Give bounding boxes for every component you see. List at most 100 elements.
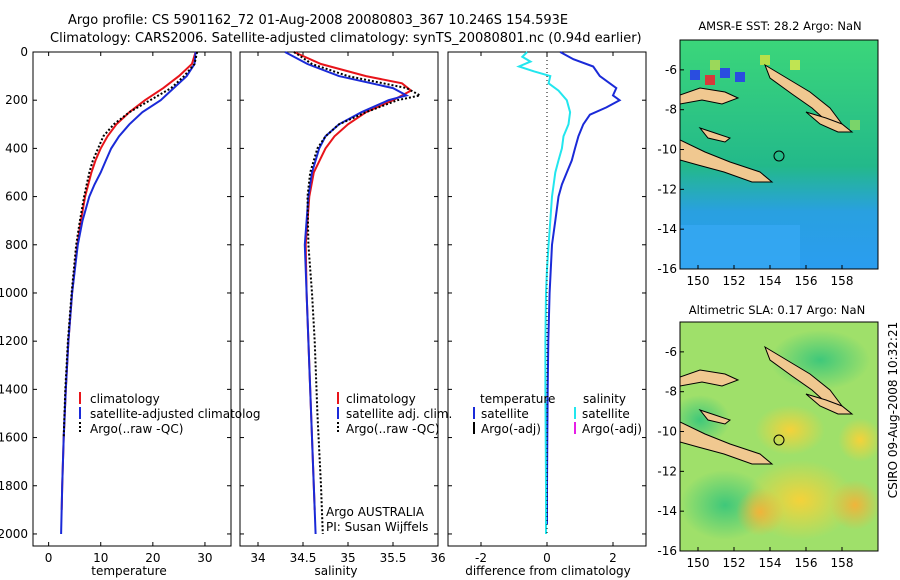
- pi-name-note: PI: Susan Wijffels: [326, 520, 428, 534]
- sst-pixel: [735, 72, 745, 82]
- x-tick-label: 34.5: [290, 551, 317, 565]
- header-line-2: Climatology: CARS2006. Satellite-adjuste…: [50, 31, 642, 46]
- sst-cool-patch: [680, 225, 800, 269]
- x-tick-label: 35: [340, 551, 355, 565]
- y-tick-label: 800: [5, 238, 28, 252]
- sst-pixel: [760, 55, 770, 65]
- sst-pixel: [690, 70, 700, 80]
- sst-pixel: [790, 60, 800, 70]
- y-tick-label: 1000: [0, 286, 28, 300]
- map-x-tick-label: 154: [759, 274, 782, 288]
- map-x-tick-label: 156: [795, 556, 818, 570]
- difference-plot: -2 0 2: [448, 51, 646, 565]
- x-tick-label: 35.5: [380, 551, 407, 565]
- argo-position-marker: [773, 434, 785, 446]
- map-y-tick-label: -8: [665, 103, 677, 117]
- y-tick-label: 2000: [0, 527, 28, 541]
- argo-australia-note: Argo AUSTRALIA: [326, 505, 425, 519]
- series-line-satellite-adjusted-climatology: [60, 51, 197, 535]
- island-land: [698, 126, 732, 143]
- x-tick-label: 0: [543, 551, 551, 565]
- difference-legend: temperature salinity satellite Argo(-adj…: [473, 392, 642, 436]
- salinity-xlabel: salinity: [314, 564, 357, 578]
- series-line-argo-raw-qc-: [62, 51, 199, 438]
- sst-pixel: [720, 68, 730, 78]
- temperature-xlabel: temperature: [91, 564, 166, 578]
- legend-header-salinity: salinity: [583, 392, 626, 406]
- legend-label-satellite-adj: satellite adj. clim.: [346, 407, 452, 421]
- sst-map-title: AMSR-E SST: 28.2 Argo: NaN: [698, 19, 861, 33]
- map-y-tick-label: -12: [657, 464, 677, 478]
- x-tick-label: 30: [197, 551, 212, 565]
- legend-label-argo: Argo(..raw -QC): [90, 422, 183, 436]
- map-y-tick-label: -10: [657, 425, 677, 439]
- legend-label-argo: Argo(..raw -QC): [346, 422, 439, 436]
- series-line-climatology: [60, 51, 197, 510]
- map-x-tick-label: 150: [687, 556, 710, 570]
- map-y-tick-label: -14: [657, 504, 677, 518]
- sla-high-anomaly: [736, 488, 784, 536]
- x-tick-label: 2: [609, 551, 617, 565]
- y-tick-label: 1600: [0, 431, 28, 445]
- map-y-tick-label: -6: [665, 345, 677, 359]
- x-tick-label: 10: [93, 551, 108, 565]
- legend-label-climatology: climatology: [90, 392, 160, 406]
- map-x-tick-label: 150: [687, 274, 710, 288]
- salinity-legend: climatology satellite adj. clim. Argo(..…: [326, 392, 452, 534]
- legend-label-temp-argo: Argo(-adj): [481, 422, 541, 436]
- y-tick-label: 200: [5, 93, 28, 107]
- series-line-argo-raw-qc-: [293, 51, 423, 535]
- legend-label-climatology: climatology: [346, 392, 416, 406]
- island-land: [680, 369, 740, 387]
- salinity-plot: 34 34.5 35 35.5 36: [240, 51, 446, 565]
- legend-header-temperature: temperature: [480, 392, 555, 406]
- y-tick-label: 1800: [0, 479, 28, 493]
- difference-xlabel: difference from climatology: [465, 564, 631, 578]
- x-tick-label: -2: [475, 551, 487, 565]
- sst-map-axes: 150 152 154 156 158 -6 -8 -10 -12 -14 -16: [657, 63, 853, 288]
- island-land: [680, 139, 774, 183]
- island-land: [680, 87, 740, 105]
- map-x-tick-label: 156: [795, 274, 818, 288]
- y-tick-label: 400: [5, 141, 28, 155]
- island-land: [680, 421, 774, 465]
- series-line-temperature-satellite: [546, 51, 622, 525]
- temperature-plot: 0 10 20 30 0 200 400 600 800 1000 1200 1400 1600 1800…: [0, 45, 231, 565]
- legend-label-sal-satellite: satellite: [582, 407, 630, 421]
- map-y-tick-label: -14: [657, 222, 677, 236]
- x-tick-label: 36: [430, 551, 445, 565]
- sst-map: AMSR-E SST: 28.2 Argo: NaN 150 152 154 156 1…: [657, 19, 879, 288]
- map-x-tick-label: 158: [831, 556, 854, 570]
- series-line-salinity-satellite: [516, 51, 572, 534]
- legend-label-satellite-adjusted: satellite-adjusted climatolog: [90, 407, 260, 421]
- y-tick-label: 1200: [0, 334, 28, 348]
- map-y-tick-label: -6: [665, 63, 677, 77]
- y-tick-label: 600: [5, 190, 28, 204]
- sla-map-frame: [679, 321, 879, 552]
- temperature-panel-frame: [32, 51, 232, 547]
- sst-map-frame: [679, 39, 879, 270]
- temperature-legend: climatology satellite-adjusted climatolo…: [79, 392, 260, 436]
- map-y-tick-label: -10: [657, 143, 677, 157]
- sla-map-axes: 150 152 154 156 158 -6 -8 -10 -12 -14 -16: [657, 345, 853, 570]
- legend-label-temp-satellite: satellite: [481, 407, 529, 421]
- legend-label-sal-argo: Argo(-adj): [582, 422, 642, 436]
- island-land: [805, 393, 854, 415]
- x-tick-label: 34: [250, 551, 265, 565]
- sst-pixel: [710, 60, 720, 70]
- sla-map-title: Altimetric SLA: 0.17 Argo: NaN: [689, 303, 865, 317]
- sst-pixel: [705, 75, 715, 85]
- y-tick-label: 0: [20, 45, 28, 59]
- csiro-timestamp: CSIRO 09-Aug-2008 10:32:21: [886, 322, 900, 498]
- map-y-tick-label: -16: [657, 544, 677, 558]
- map-x-tick-label: 152: [723, 274, 746, 288]
- island-land: [805, 111, 854, 133]
- map-x-tick-label: 158: [831, 274, 854, 288]
- y-tick-label: 1400: [0, 382, 28, 396]
- x-tick-label: 20: [145, 551, 160, 565]
- map-x-tick-label: 154: [759, 556, 782, 570]
- map-y-tick-label: -12: [657, 182, 677, 196]
- map-y-tick-label: -16: [657, 262, 677, 276]
- salinity-panel-frame: [239, 51, 439, 547]
